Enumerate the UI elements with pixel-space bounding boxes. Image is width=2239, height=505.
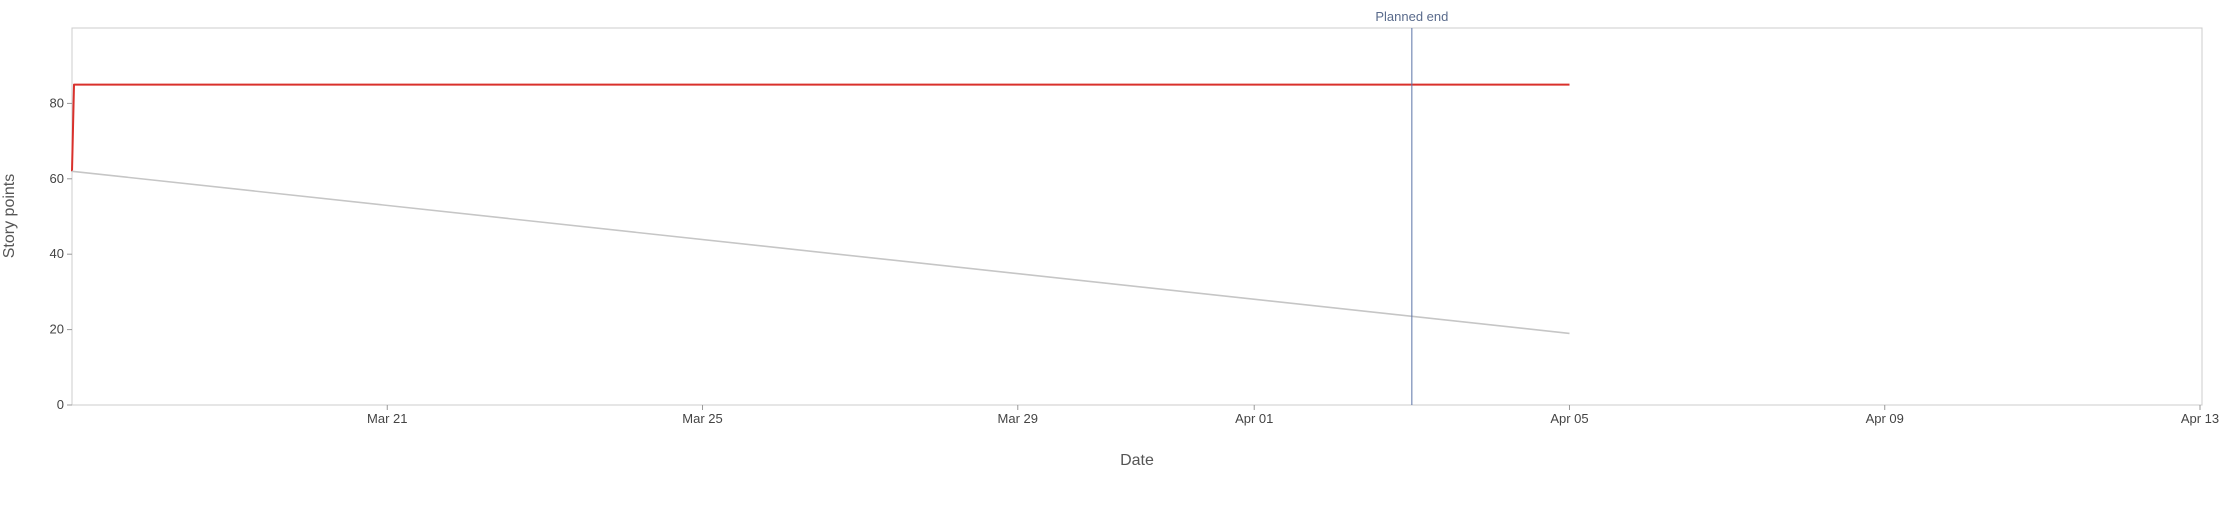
ideal-burndown-line: [71, 170, 1570, 335]
x-axis-title: Date: [1120, 452, 1154, 469]
x-tick-label: Apr 09: [1866, 411, 1904, 426]
x-axis-ticks: Mar 21 Mar 25 Mar 29 Apr 01 Apr 05 Apr 09 Apr …: [367, 405, 2219, 426]
x-tick-label: Apr 01: [1235, 411, 1273, 426]
y-tick-label: 60: [50, 171, 64, 186]
y-tick-label: 0: [57, 397, 64, 412]
scope-line: [71, 83, 1570, 172]
series-layer: [71, 83, 1570, 335]
plot-frame: [71, 27, 2203, 406]
y-tick-label: 40: [50, 246, 64, 261]
marker-layer: Planned end: [1375, 9, 1448, 405]
x-tick-label: Apr 05: [1550, 411, 1588, 426]
x-tick-label: Mar 21: [367, 411, 407, 426]
y-axis-ticks: 0 20 40 60 80: [50, 95, 72, 412]
x-tick-label: Mar 29: [998, 411, 1038, 426]
x-tick-label: Apr 13: [2181, 411, 2219, 426]
y-tick-label: 80: [50, 95, 64, 110]
y-axis-title: Story points: [1, 174, 18, 258]
x-tick-label: Mar 25: [682, 411, 722, 426]
planned-end-label: Planned end: [1375, 9, 1448, 24]
y-tick-label: 20: [50, 322, 64, 337]
